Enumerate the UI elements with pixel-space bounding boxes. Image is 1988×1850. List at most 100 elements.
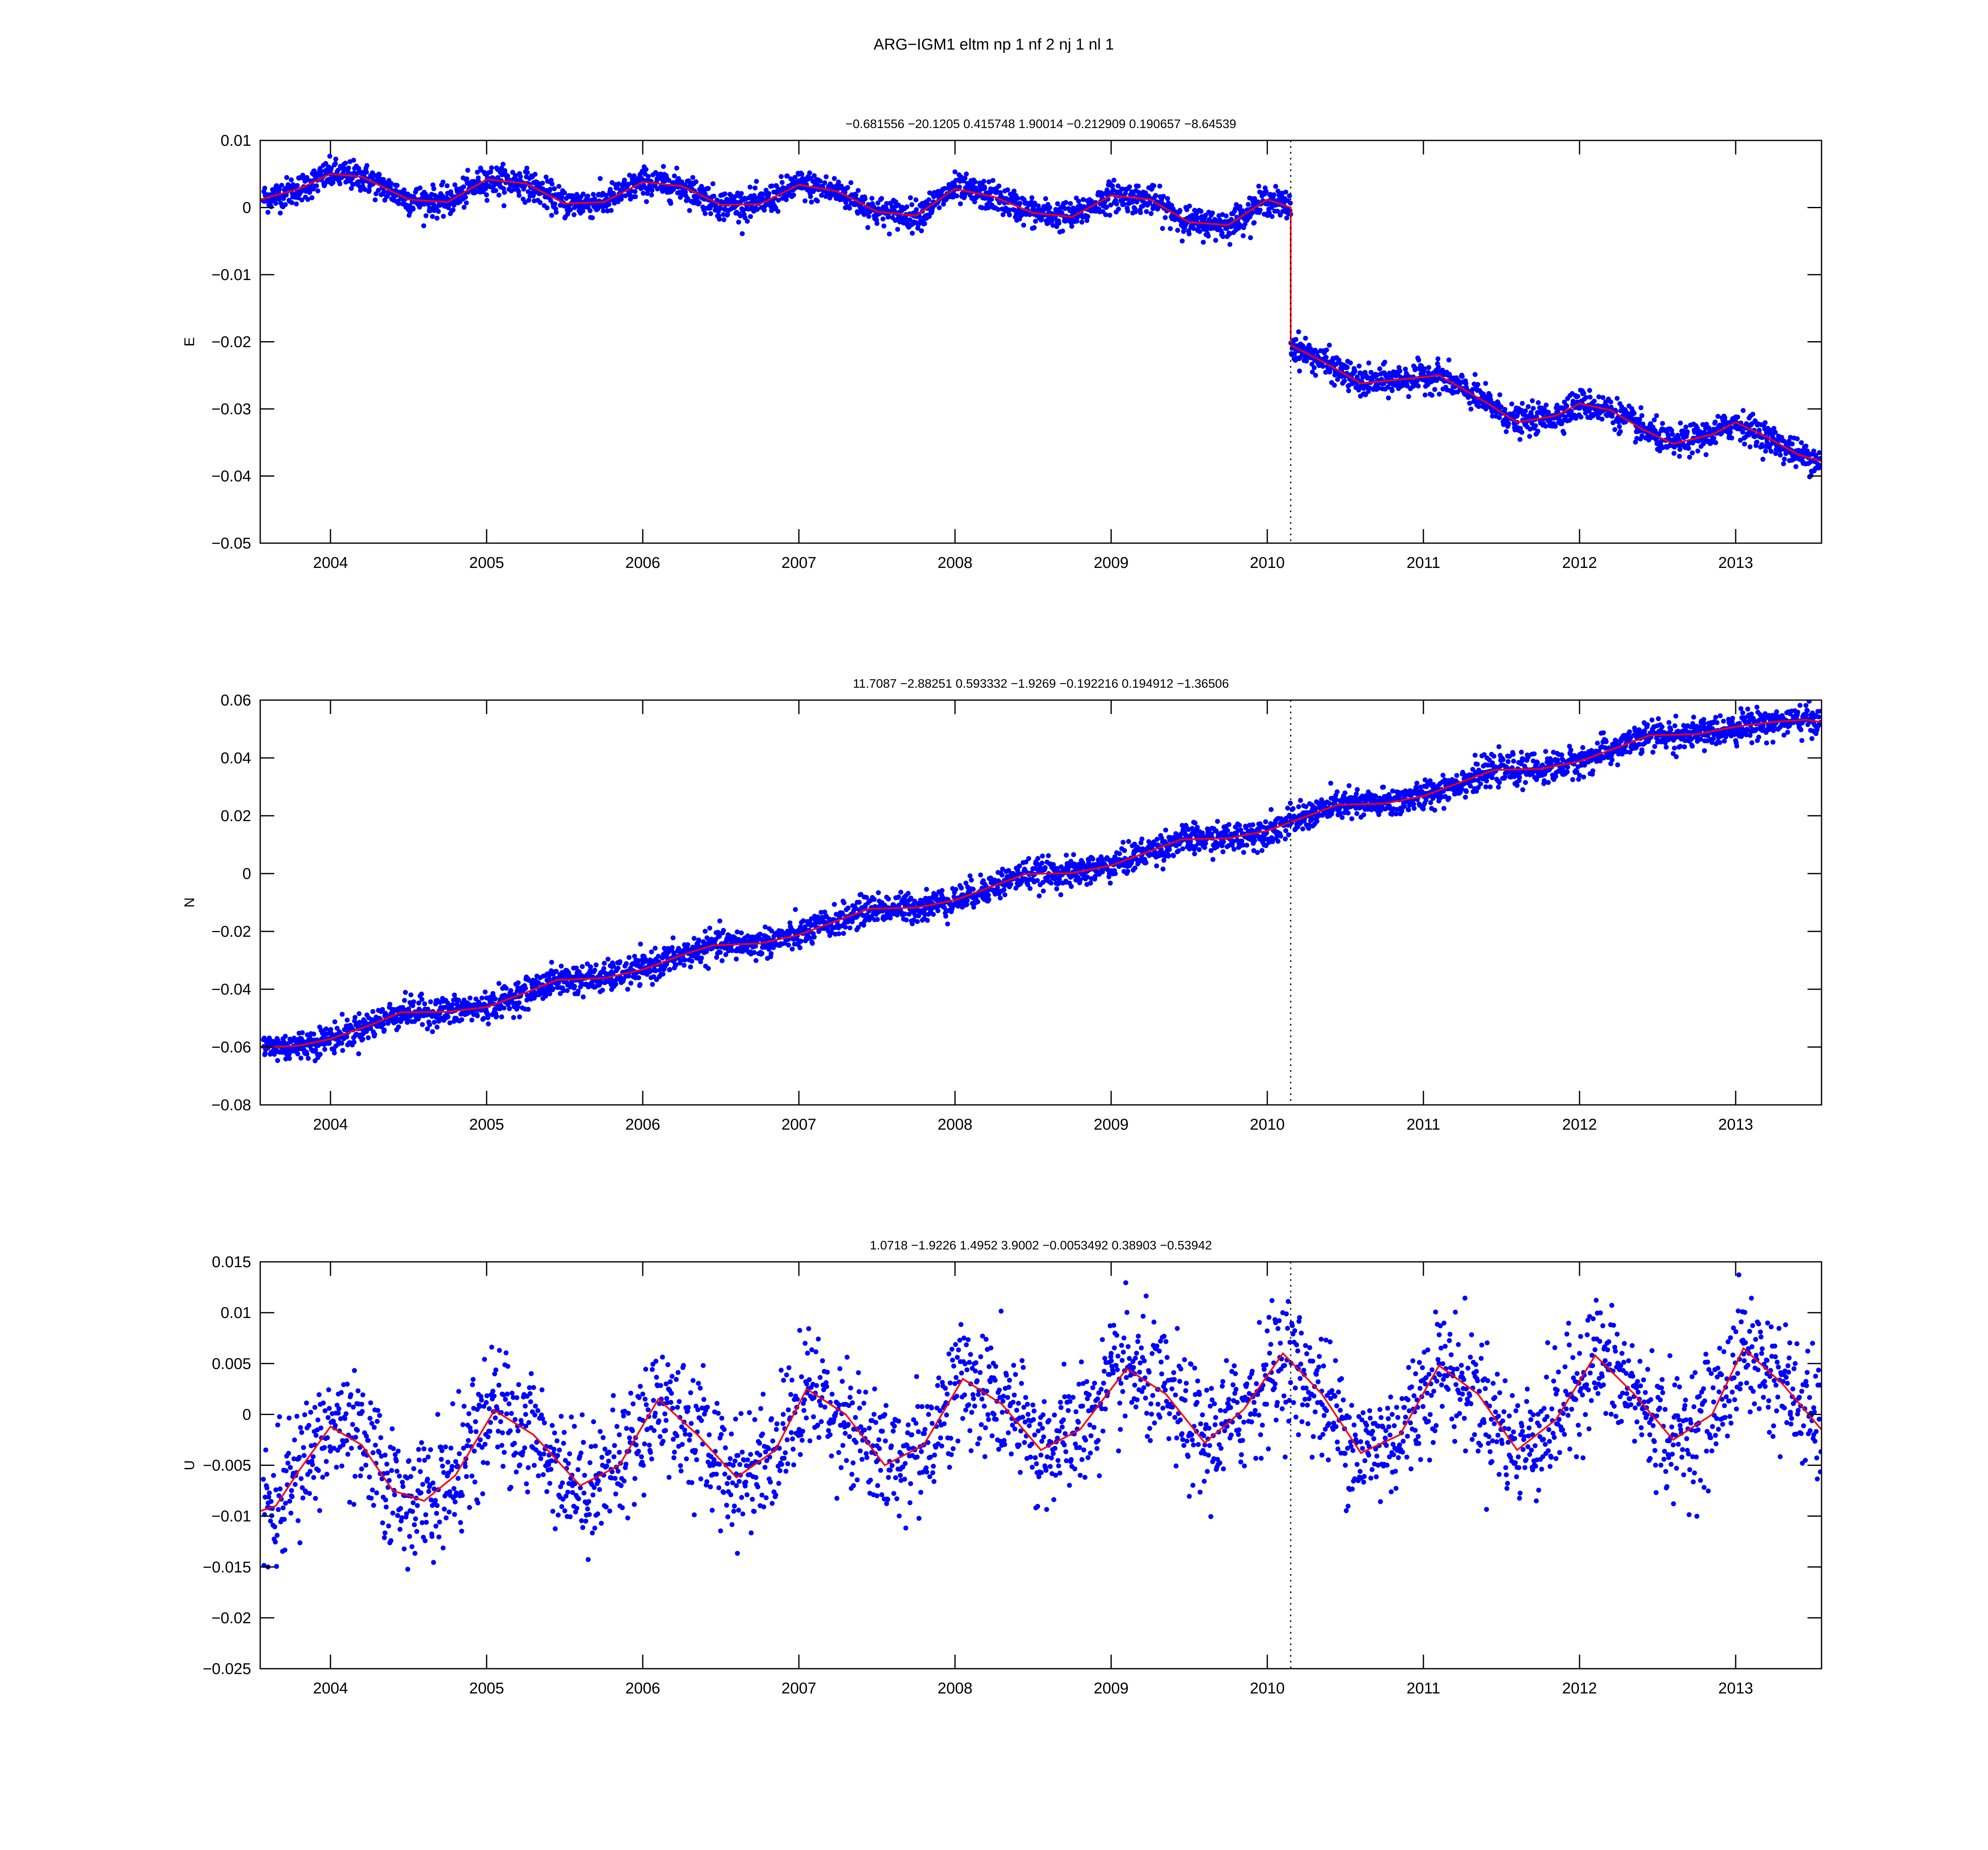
scatter-point xyxy=(323,1026,329,1031)
scatter-point xyxy=(408,992,413,997)
data-point xyxy=(1608,761,1613,766)
scatter-point xyxy=(1268,192,1273,197)
scatter-point xyxy=(776,197,781,203)
scatter-point xyxy=(762,207,767,213)
scatter-point xyxy=(1069,223,1074,229)
scatter-point xyxy=(283,1033,288,1039)
scatter-point xyxy=(1234,202,1239,207)
scatter-point xyxy=(327,1040,332,1046)
scatter-point xyxy=(1671,451,1677,456)
scatter-point xyxy=(717,918,722,924)
scatter-point xyxy=(1790,441,1795,446)
scatter-point xyxy=(1416,383,1421,389)
scatter-point xyxy=(869,196,874,201)
scatter-point xyxy=(1587,388,1592,393)
scatter-point xyxy=(1669,428,1674,433)
scatter-point xyxy=(705,186,711,191)
scatter-point xyxy=(360,1036,366,1042)
data-point xyxy=(1577,773,1582,778)
scatter-point xyxy=(893,199,898,204)
scatter-point xyxy=(855,188,861,193)
scatter-point xyxy=(810,940,815,946)
scatter-point xyxy=(581,994,586,1000)
scatter-point xyxy=(1517,437,1522,442)
scatter-point xyxy=(1575,394,1580,399)
scatter-point xyxy=(337,181,342,186)
scatter-point xyxy=(645,191,650,196)
scatter-point xyxy=(896,902,902,908)
scatter-point xyxy=(1055,201,1060,207)
scatter-point xyxy=(717,216,722,222)
scatter-point xyxy=(1470,387,1475,392)
scatter-point xyxy=(696,937,701,943)
scatter-point xyxy=(628,981,634,986)
scatter-point xyxy=(461,204,467,210)
x-tick-label: 2005 xyxy=(469,554,504,572)
scatter-point xyxy=(790,946,795,952)
scatter-point xyxy=(549,181,555,187)
scatter-point xyxy=(1527,427,1533,432)
scatter-point xyxy=(464,200,469,206)
scatter-point xyxy=(1799,440,1804,445)
scatter-point xyxy=(1653,428,1658,433)
scatter-point xyxy=(632,173,637,178)
x-tick-label: 2012 xyxy=(1562,554,1597,572)
x-tick-label: 2013 xyxy=(1718,554,1753,572)
scatter-point xyxy=(1468,406,1474,412)
scatter-point xyxy=(444,183,450,188)
scatter-point xyxy=(721,928,726,933)
scatter-point xyxy=(1336,357,1342,363)
scatter-point xyxy=(1366,360,1371,366)
scatter-point xyxy=(1201,240,1206,245)
scatter-point xyxy=(962,176,968,181)
scatter-point xyxy=(996,183,1002,189)
scatter-point xyxy=(268,200,273,205)
scatter-point xyxy=(499,1014,504,1019)
x-tick-label: 2011 xyxy=(1406,554,1440,572)
scatter-point xyxy=(1151,183,1157,188)
scatter-point xyxy=(1446,357,1451,363)
scatter-point xyxy=(1116,207,1121,212)
scatter-point xyxy=(343,161,348,166)
scatter-point xyxy=(641,190,646,196)
scatter-point xyxy=(580,209,585,214)
scatter-point xyxy=(335,168,341,173)
scatter-point xyxy=(1503,429,1509,434)
scatter-point xyxy=(394,183,400,188)
scatter-point xyxy=(880,216,886,221)
scatter-point xyxy=(637,982,643,987)
scatter-point xyxy=(479,995,485,1001)
scatter-point xyxy=(768,951,774,956)
scatter-point xyxy=(779,174,784,179)
scatter-point xyxy=(902,911,907,917)
scatter-point xyxy=(1701,441,1706,446)
scatter-point xyxy=(602,961,607,966)
scatter-point xyxy=(1102,199,1107,205)
scatter-point xyxy=(601,966,606,971)
scatter-point xyxy=(888,200,893,206)
scatter-point xyxy=(1062,206,1068,211)
scatter-point xyxy=(1084,218,1090,223)
scatter-point xyxy=(396,1024,401,1030)
scatter-point xyxy=(907,217,913,223)
scatter-point xyxy=(1348,360,1353,366)
scatter-point xyxy=(763,188,769,193)
scatter-point xyxy=(687,208,692,213)
scatter-point xyxy=(981,178,986,184)
scatter-point xyxy=(323,161,328,166)
scatter-point xyxy=(1581,390,1587,396)
scatter-point xyxy=(1256,183,1261,189)
scatter-point xyxy=(1765,439,1769,445)
scatter-point xyxy=(881,223,886,229)
scatter-point xyxy=(1000,212,1006,217)
scatter-point xyxy=(1740,430,1746,435)
scatter-point xyxy=(485,198,489,203)
scatter-point xyxy=(1711,435,1717,441)
scatter-point xyxy=(1017,201,1023,206)
scatter-point xyxy=(632,954,637,959)
panels: −0.681556 −20.1205 0.415748 1.90014 −0.2… xyxy=(182,117,1822,1697)
scatter-point xyxy=(278,210,283,216)
scatter-point xyxy=(513,173,518,178)
scatter-point xyxy=(598,176,603,181)
scatter-point xyxy=(1735,414,1740,420)
